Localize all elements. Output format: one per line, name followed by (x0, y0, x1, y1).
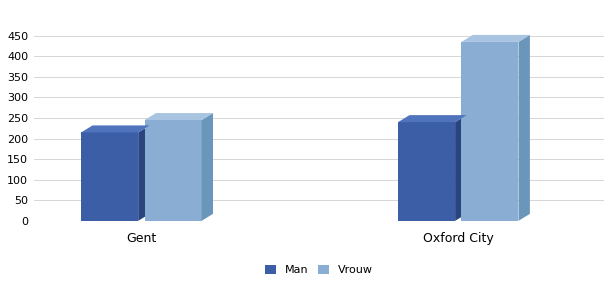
Legend: Man, Vrouw: Man, Vrouw (261, 260, 377, 279)
Polygon shape (519, 35, 530, 221)
Polygon shape (81, 132, 138, 221)
Polygon shape (455, 115, 467, 221)
Polygon shape (138, 125, 150, 221)
Polygon shape (461, 35, 530, 42)
Polygon shape (145, 113, 213, 120)
Polygon shape (398, 122, 455, 221)
Polygon shape (398, 115, 467, 122)
Polygon shape (81, 125, 150, 132)
Polygon shape (145, 120, 202, 221)
Polygon shape (461, 42, 519, 221)
Polygon shape (202, 113, 213, 221)
